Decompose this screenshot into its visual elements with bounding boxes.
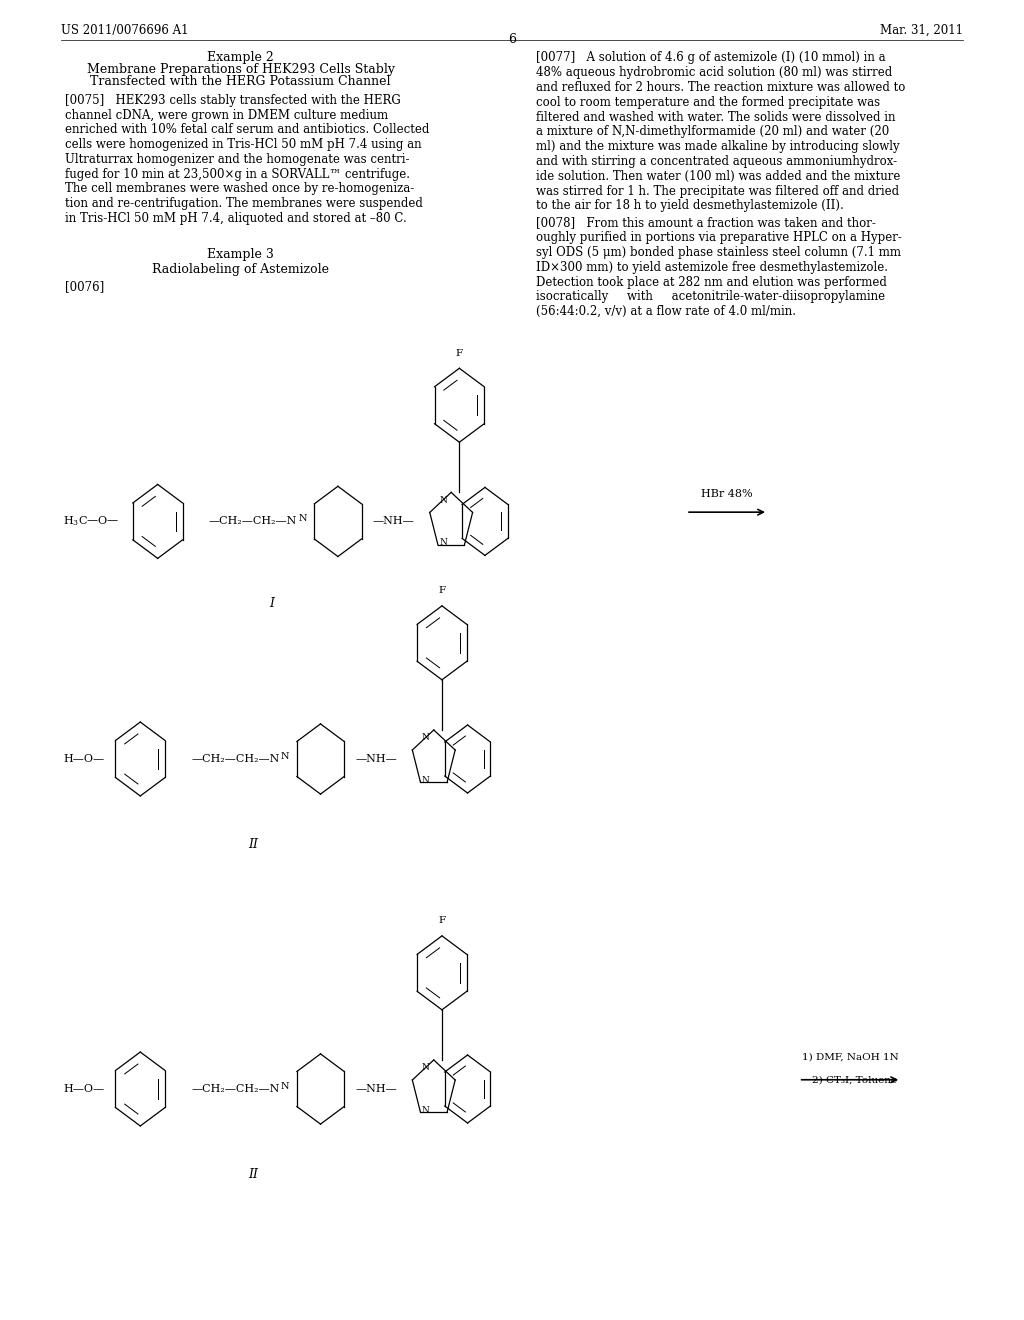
Text: N: N — [422, 776, 429, 784]
Text: cool to room temperature and the formed precipitate was: cool to room temperature and the formed … — [536, 96, 880, 108]
Text: II: II — [248, 838, 258, 851]
Text: —CH₂—CH₂—N: —CH₂—CH₂—N — [209, 516, 297, 527]
Text: I: I — [269, 597, 273, 610]
Text: —CH₂—CH₂—N: —CH₂—CH₂—N — [191, 754, 280, 764]
Text: Transfected with the HERG Potassium Channel: Transfected with the HERG Potassium Chan… — [90, 75, 391, 88]
Text: filtered and washed with water. The solids were dissolved in: filtered and washed with water. The soli… — [536, 111, 895, 124]
Text: N: N — [298, 515, 306, 523]
Text: N: N — [422, 1064, 429, 1072]
Text: HBr 48%: HBr 48% — [701, 488, 753, 499]
Text: The cell membranes were washed once by re-homogeniza-: The cell membranes were washed once by r… — [65, 182, 414, 195]
Text: —NH—: —NH— — [373, 516, 415, 527]
Text: US 2011/0076696 A1: US 2011/0076696 A1 — [61, 24, 189, 37]
Text: F: F — [438, 586, 445, 595]
Text: 48% aqueous hydrobromic acid solution (80 ml) was stirred: 48% aqueous hydrobromic acid solution (8… — [536, 66, 892, 79]
Text: —NH—: —NH— — [355, 754, 397, 764]
Text: and refluxed for 2 hours. The reaction mixture was allowed to: and refluxed for 2 hours. The reaction m… — [536, 81, 905, 94]
Text: cells were homogenized in Tris-HCl 50 mM pH 7.4 using an: cells were homogenized in Tris-HCl 50 mM… — [65, 139, 421, 150]
Text: Detection took place at 282 nm and elution was performed: Detection took place at 282 nm and eluti… — [536, 276, 887, 289]
Text: syl ODS (5 μm) bonded phase stainless steel column (7.1 mm: syl ODS (5 μm) bonded phase stainless st… — [536, 246, 900, 259]
Text: F: F — [438, 916, 445, 925]
Text: 1) DMF, NaOH 1N: 1) DMF, NaOH 1N — [802, 1052, 898, 1061]
Text: tion and re-centrifugation. The membranes were suspended: tion and re-centrifugation. The membrane… — [65, 197, 422, 210]
Text: N: N — [439, 539, 446, 546]
Text: 2) CT₃I, Toluene: 2) CT₃I, Toluene — [812, 1076, 898, 1085]
Text: Radiolabeling of Astemizole: Radiolabeling of Astemizole — [153, 263, 329, 276]
Text: H—O—: H—O— — [63, 754, 104, 764]
Text: $\mathregular{H_3C}$—O—: $\mathregular{H_3C}$—O— — [63, 515, 120, 528]
Text: ide solution. Then water (100 ml) was added and the mixture: ide solution. Then water (100 ml) was ad… — [536, 170, 900, 182]
Text: H—O—: H—O— — [63, 1084, 104, 1094]
Text: a mixture of N,N-dimethylformamide (20 ml) and water (20: a mixture of N,N-dimethylformamide (20 m… — [536, 125, 889, 139]
Text: N: N — [422, 1106, 429, 1114]
Text: fuged for 10 min at 23,500×g in a SORVALL™ centrifuge.: fuged for 10 min at 23,500×g in a SORVAL… — [65, 168, 410, 181]
Text: [0076]: [0076] — [65, 280, 103, 293]
Text: —NH—: —NH— — [355, 1084, 397, 1094]
Text: Mar. 31, 2011: Mar. 31, 2011 — [880, 24, 963, 37]
Text: 6: 6 — [508, 33, 516, 46]
Text: Ultraturrax homogenizer and the homogenate was centri-: Ultraturrax homogenizer and the homogena… — [65, 153, 409, 166]
Text: [0077]   A solution of 4.6 g of astemizole (I) (10 mmol) in a: [0077] A solution of 4.6 g of astemizole… — [536, 51, 885, 65]
Text: in Tris-HCl 50 mM pH 7.4, aliquoted and stored at –80 C.: in Tris-HCl 50 mM pH 7.4, aliquoted and … — [65, 213, 407, 224]
Text: —CH₂—CH₂—N: —CH₂—CH₂—N — [191, 1084, 280, 1094]
Text: was stirred for 1 h. The precipitate was filtered off and dried: was stirred for 1 h. The precipitate was… — [536, 185, 899, 198]
Text: enriched with 10% fetal calf serum and antibiotics. Collected: enriched with 10% fetal calf serum and a… — [65, 123, 429, 136]
Text: N: N — [281, 1082, 289, 1090]
Text: ID×300 mm) to yield astemizole free desmethylastemizole.: ID×300 mm) to yield astemizole free desm… — [536, 261, 888, 273]
Text: [0078]   From this amount a fraction was taken and thor-: [0078] From this amount a fraction was t… — [536, 216, 876, 230]
Text: (56:44:0.2, v/v) at a flow rate of 4.0 ml/min.: (56:44:0.2, v/v) at a flow rate of 4.0 m… — [536, 305, 796, 318]
Text: N: N — [439, 496, 446, 504]
Text: isocratically     with     acetonitrile-water-diisopropylamine: isocratically with acetonitrile-water-di… — [536, 290, 885, 304]
Text: to the air for 18 h to yield desmethylastemizole (II).: to the air for 18 h to yield desmethylas… — [536, 199, 844, 213]
Text: Example 2: Example 2 — [207, 51, 274, 65]
Text: II: II — [248, 1168, 258, 1181]
Text: F: F — [456, 348, 463, 358]
Text: oughly purified in portions via preparative HPLC on a Hyper-: oughly purified in portions via preparat… — [536, 231, 901, 244]
Text: N: N — [422, 734, 429, 742]
Text: channel cDNA, were grown in DMEM culture medium: channel cDNA, were grown in DMEM culture… — [65, 108, 388, 121]
Text: [0075]   HEK293 cells stably transfected with the HERG: [0075] HEK293 cells stably transfected w… — [65, 94, 400, 107]
Text: and with stirring a concentrated aqueous ammoniumhydrox-: and with stirring a concentrated aqueous… — [536, 154, 897, 168]
Text: Membrane Preparations of HEK293 Cells Stably: Membrane Preparations of HEK293 Cells St… — [87, 63, 394, 77]
Text: Example 3: Example 3 — [207, 248, 274, 261]
Text: ml) and the mixture was made alkaline by introducing slowly: ml) and the mixture was made alkaline by… — [536, 140, 899, 153]
Text: N: N — [281, 752, 289, 760]
